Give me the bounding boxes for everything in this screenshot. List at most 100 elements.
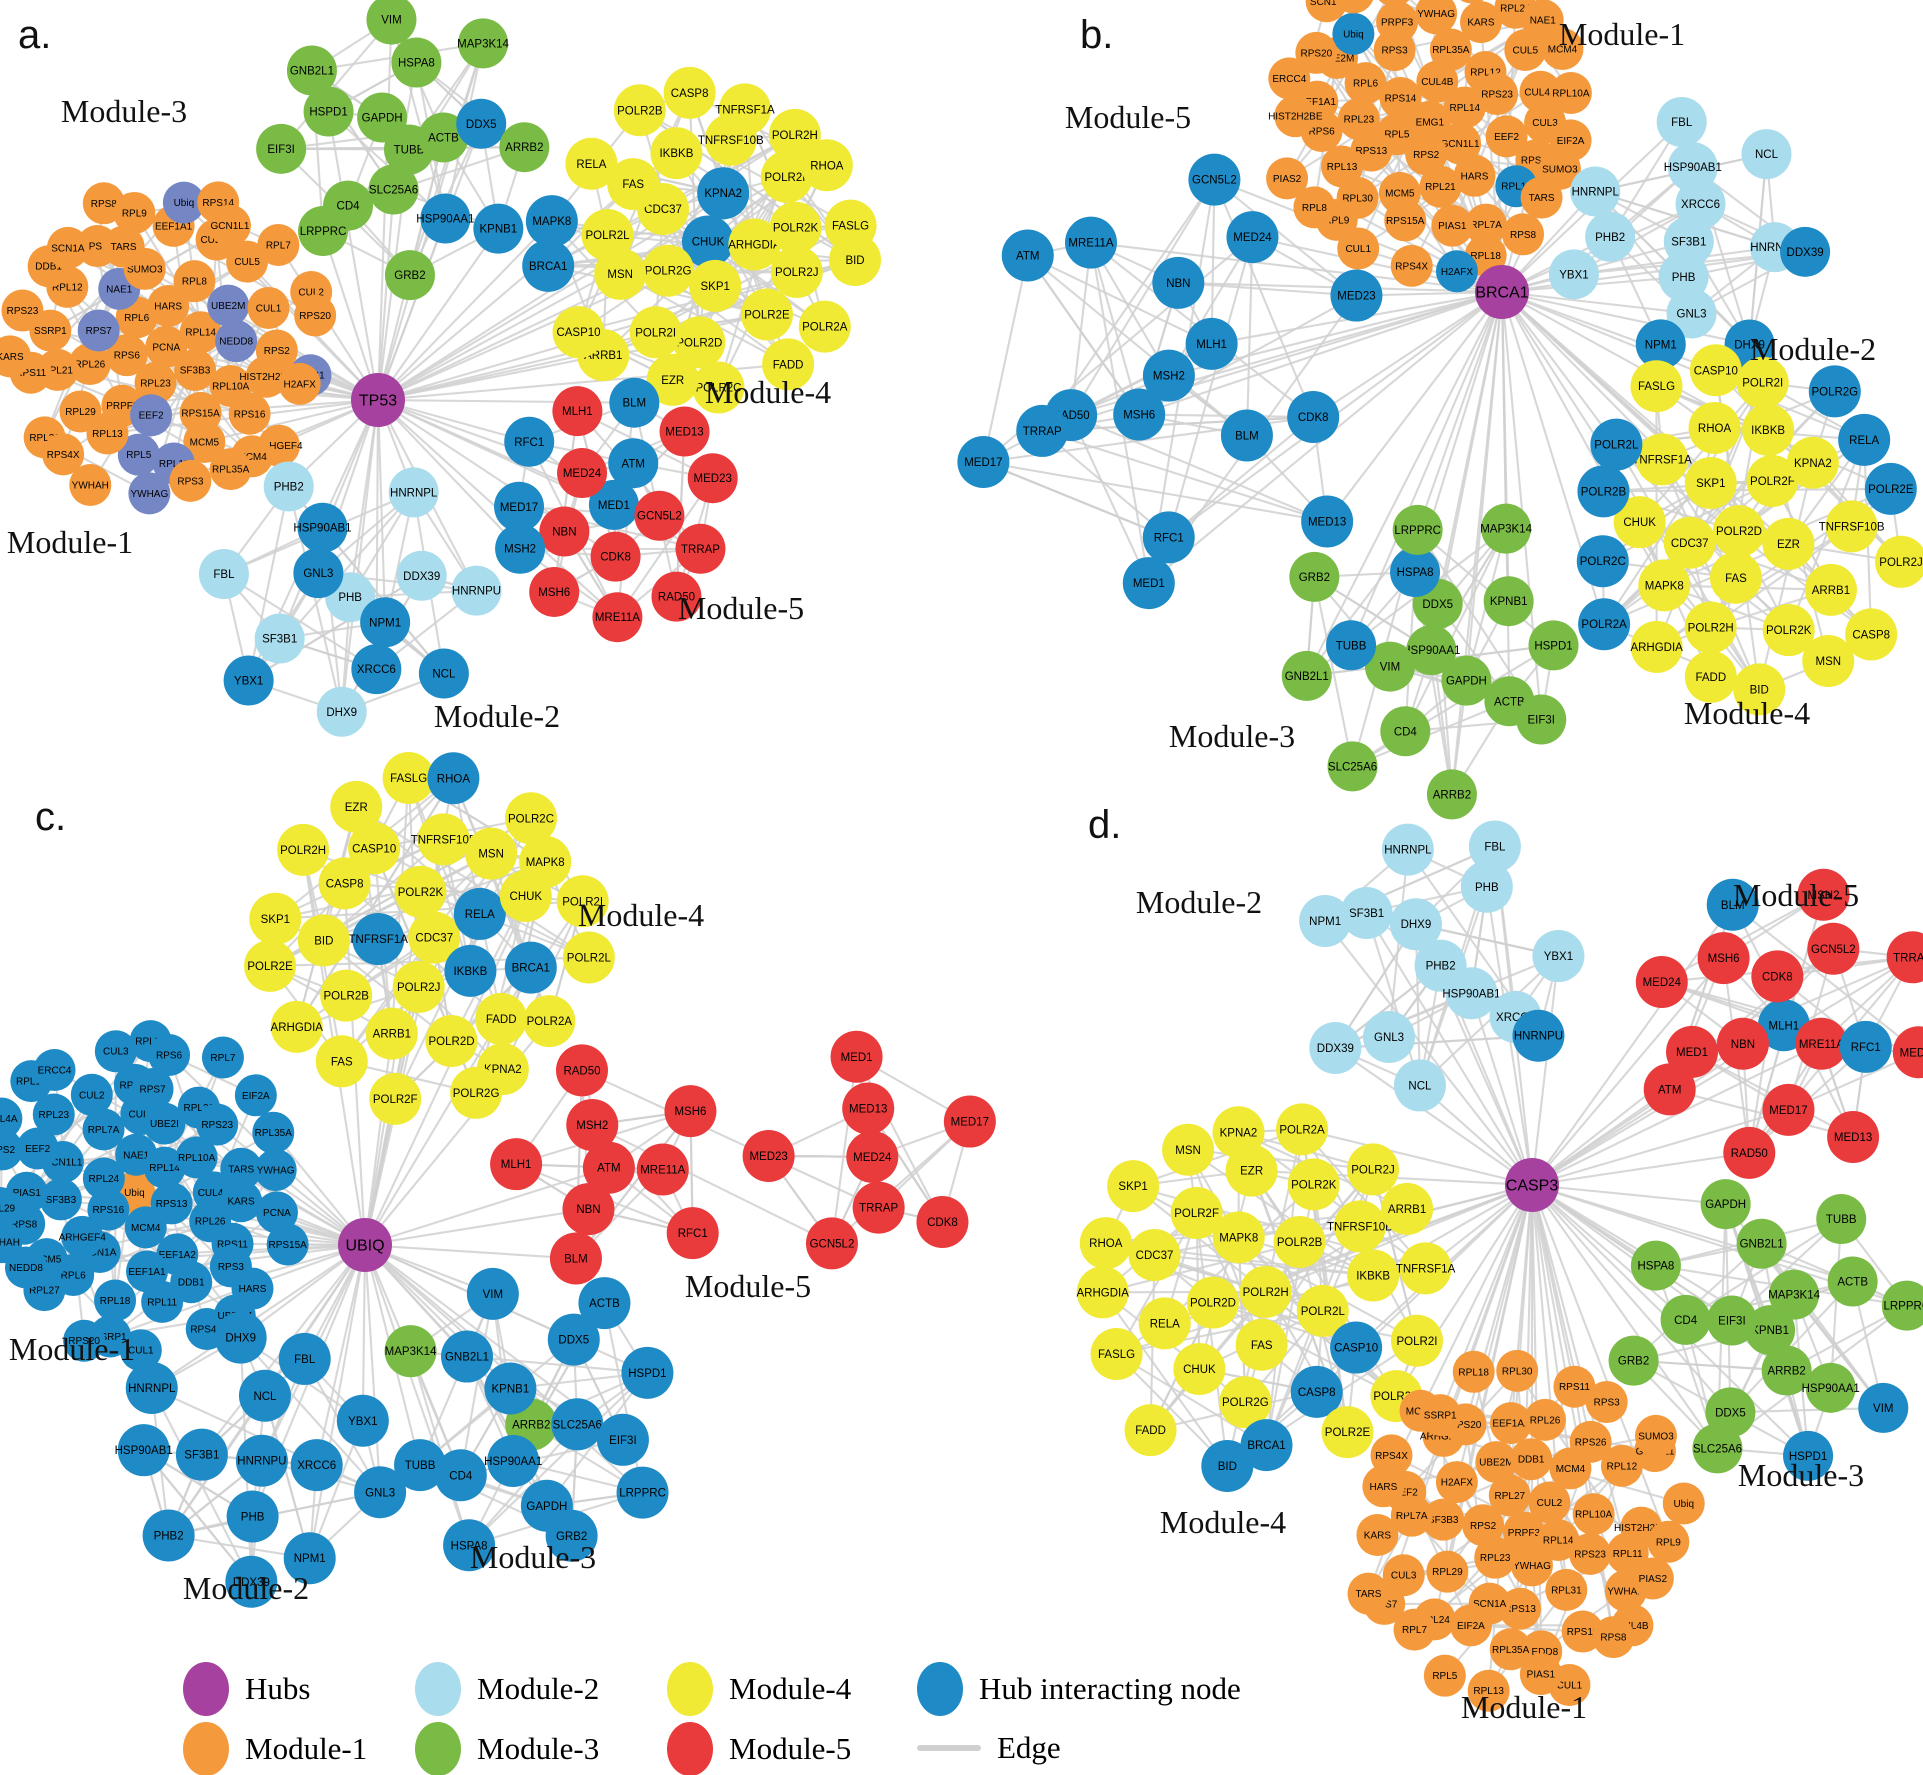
node[interactable]: VIM <box>1858 1382 1909 1433</box>
node[interactable]: POLR2F <box>1170 1186 1223 1239</box>
node[interactable]: PHB2 <box>263 461 314 512</box>
node[interactable]: RAD50 <box>555 1044 608 1097</box>
node[interactable]: TRRAP <box>1016 404 1069 457</box>
node[interactable]: RPS23 <box>1 289 44 332</box>
node[interactable]: MED1 <box>830 1030 883 1083</box>
node[interactable]: RPL26 <box>1451 0 1493 4</box>
node[interactable]: BID <box>297 914 350 967</box>
node[interactable]: RPL23 <box>1337 98 1380 141</box>
node[interactable]: RPS15A <box>1384 199 1427 242</box>
node[interactable]: RPS6 <box>148 1033 191 1076</box>
node[interactable]: MSH6 <box>529 566 580 617</box>
node[interactable]: FBL <box>278 1332 331 1385</box>
node[interactable]: RPL30 <box>1496 1349 1539 1392</box>
node[interactable]: SKP1 <box>1684 457 1737 510</box>
node[interactable]: FAS <box>1235 1318 1288 1371</box>
node[interactable]: XRCC6 <box>290 1439 343 1492</box>
node[interactable]: HSPA8 <box>391 37 442 88</box>
node[interactable]: RFC1 <box>1142 511 1195 564</box>
node[interactable]: TUBB <box>1326 620 1377 671</box>
node[interactable]: MED24 <box>846 1130 899 1183</box>
node[interactable]: RPL21 <box>1419 165 1462 208</box>
node[interactable]: MED13 <box>1827 1111 1880 1164</box>
node[interactable]: RHOA <box>800 139 853 192</box>
node[interactable]: ARRB1 <box>1804 563 1857 616</box>
node[interactable]: GAPDH <box>1700 1179 1751 1230</box>
node[interactable]: PIAS1 <box>1431 204 1474 247</box>
hub-node[interactable]: UBIQ <box>338 1218 392 1272</box>
node[interactable]: MAP3K14 <box>384 1325 437 1378</box>
node[interactable]: GRB2 <box>384 250 435 301</box>
node[interactable]: HNRNPU <box>451 565 502 616</box>
node[interactable]: BLM <box>1220 409 1273 462</box>
node[interactable]: RPL11 <box>141 1280 184 1323</box>
node[interactable]: POLR2A <box>1276 1103 1329 1156</box>
node[interactable]: RPS8 <box>1592 1616 1635 1659</box>
node[interactable]: POLR2B <box>613 84 666 137</box>
node[interactable]: FASLG <box>382 752 435 805</box>
node[interactable]: XRCC6 <box>351 644 402 695</box>
node[interactable]: RPL9 <box>1647 1520 1690 1563</box>
node[interactable]: RPL13 <box>86 412 129 455</box>
node[interactable]: MSN <box>1162 1123 1215 1176</box>
node[interactable]: POLR2C <box>1576 535 1629 588</box>
hub-node[interactable]: TP53 <box>351 373 405 427</box>
node[interactable]: MED23 <box>687 453 738 504</box>
node[interactable]: ATM <box>1001 229 1054 282</box>
node[interactable]: RPL7 <box>201 1036 244 1079</box>
node[interactable]: KPNA2 <box>697 167 750 220</box>
node[interactable]: RPS4X <box>1390 244 1433 287</box>
node[interactable]: CASP8 <box>663 66 716 119</box>
node[interactable]: RPL35A <box>252 1111 295 1154</box>
node[interactable]: DDX39 <box>1309 1022 1362 1075</box>
node[interactable]: SUMO3 <box>1634 1414 1677 1457</box>
node[interactable]: POLR2A <box>798 300 851 353</box>
node[interactable]: RPL26 <box>1524 1398 1567 1441</box>
node[interactable]: POLR2J <box>1346 1143 1399 1196</box>
node[interactable]: HNRNPL <box>1570 166 1621 217</box>
node[interactable]: SKP1 <box>689 259 742 312</box>
node[interactable]: ARHGDIA <box>1077 1266 1130 1319</box>
node[interactable]: RPS3 <box>169 459 212 502</box>
node[interactable]: POLR2E <box>1864 462 1917 515</box>
node[interactable]: POLR2H <box>1684 601 1737 654</box>
node[interactable]: NBN <box>1152 256 1205 309</box>
node[interactable]: NPM1 <box>360 597 411 648</box>
node[interactable]: PHB <box>226 1490 279 1543</box>
node[interactable]: RPS16 <box>228 392 271 435</box>
node[interactable]: POLR2H <box>277 823 330 876</box>
node[interactable]: RAD50 <box>1723 1126 1776 1179</box>
node[interactable]: POLR2H <box>1239 1265 1292 1318</box>
node[interactable]: HSPA8 <box>1630 1240 1681 1291</box>
node[interactable]: RHOA <box>1079 1217 1132 1270</box>
node[interactable]: MAP3K14 <box>457 18 510 69</box>
node[interactable]: POLR2K <box>394 865 447 918</box>
node[interactable]: GCN5L2 <box>634 490 685 541</box>
node[interactable]: MED1 <box>1122 557 1175 610</box>
node[interactable]: FADD <box>1124 1404 1177 1457</box>
node[interactable]: RHOA <box>1688 402 1741 455</box>
node[interactable]: H2AFX <box>278 362 321 405</box>
node[interactable]: GRB2 <box>1608 1335 1659 1386</box>
node[interactable]: NCL <box>1393 1059 1446 1112</box>
node[interactable]: MRE11A <box>636 1143 689 1196</box>
node[interactable]: ATM <box>1643 1063 1696 1116</box>
node[interactable]: GRB2 <box>1289 551 1340 602</box>
node[interactable]: YBX1 <box>1532 930 1585 983</box>
hub-node[interactable]: CASP3 <box>1505 1158 1559 1212</box>
node[interactable]: IKBKB <box>650 127 703 180</box>
node[interactable]: MSH2 <box>566 1098 619 1151</box>
node[interactable]: MED23 <box>1330 269 1383 322</box>
node[interactable]: POLR2D <box>1712 505 1765 558</box>
node[interactable]: Ubiq <box>1332 12 1375 55</box>
node[interactable]: CDK8 <box>916 1196 969 1249</box>
node[interactable]: ACTB <box>1827 1256 1878 1307</box>
node[interactable]: MED13 <box>842 1082 895 1135</box>
node[interactable]: MED24 <box>557 448 608 499</box>
node[interactable]: RPL8 <box>173 260 216 303</box>
node[interactable]: RPL31 <box>1545 1568 1588 1611</box>
node[interactable]: RPS7 <box>77 309 120 352</box>
node[interactable]: SF3B1 <box>254 613 305 664</box>
node[interactable]: ARRB2 <box>499 122 550 173</box>
node[interactable]: MED17 <box>943 1095 996 1148</box>
